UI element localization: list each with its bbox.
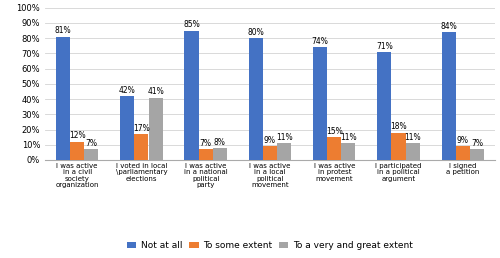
Bar: [442, 32, 456, 160]
Text: 17%: 17%: [133, 124, 150, 133]
Bar: [148, 98, 162, 160]
Bar: [263, 146, 277, 160]
Text: 15%: 15%: [326, 127, 342, 136]
Text: 11%: 11%: [276, 133, 292, 142]
Bar: [327, 137, 342, 160]
Text: 9%: 9%: [264, 136, 276, 145]
Text: 74%: 74%: [312, 37, 328, 46]
Bar: [392, 133, 406, 160]
Bar: [456, 146, 470, 160]
Bar: [249, 38, 263, 160]
Text: 81%: 81%: [54, 26, 72, 35]
Text: 18%: 18%: [390, 122, 407, 131]
Text: 7%: 7%: [471, 139, 483, 148]
Bar: [84, 149, 98, 160]
Text: 42%: 42%: [119, 86, 136, 95]
Bar: [406, 143, 420, 160]
Text: 11%: 11%: [404, 133, 421, 142]
Text: 7%: 7%: [86, 139, 98, 148]
Legend: Not at all, To some extent, To a very and great extent: Not at all, To some extent, To a very an…: [124, 238, 416, 254]
Bar: [313, 47, 327, 160]
Bar: [342, 143, 355, 160]
Bar: [470, 149, 484, 160]
Text: 80%: 80%: [248, 28, 264, 37]
Bar: [378, 52, 392, 160]
Bar: [134, 134, 148, 160]
Text: 12%: 12%: [69, 132, 86, 140]
Bar: [213, 148, 227, 160]
Text: 11%: 11%: [340, 133, 356, 142]
Text: 9%: 9%: [457, 136, 469, 145]
Bar: [277, 143, 291, 160]
Bar: [184, 31, 198, 160]
Text: 71%: 71%: [376, 42, 393, 51]
Bar: [56, 37, 70, 160]
Bar: [70, 142, 84, 160]
Text: 85%: 85%: [183, 20, 200, 29]
Text: 8%: 8%: [214, 138, 226, 147]
Text: 41%: 41%: [147, 87, 164, 96]
Text: 7%: 7%: [200, 139, 211, 148]
Text: 84%: 84%: [440, 22, 457, 31]
Bar: [120, 96, 134, 160]
Bar: [198, 149, 213, 160]
